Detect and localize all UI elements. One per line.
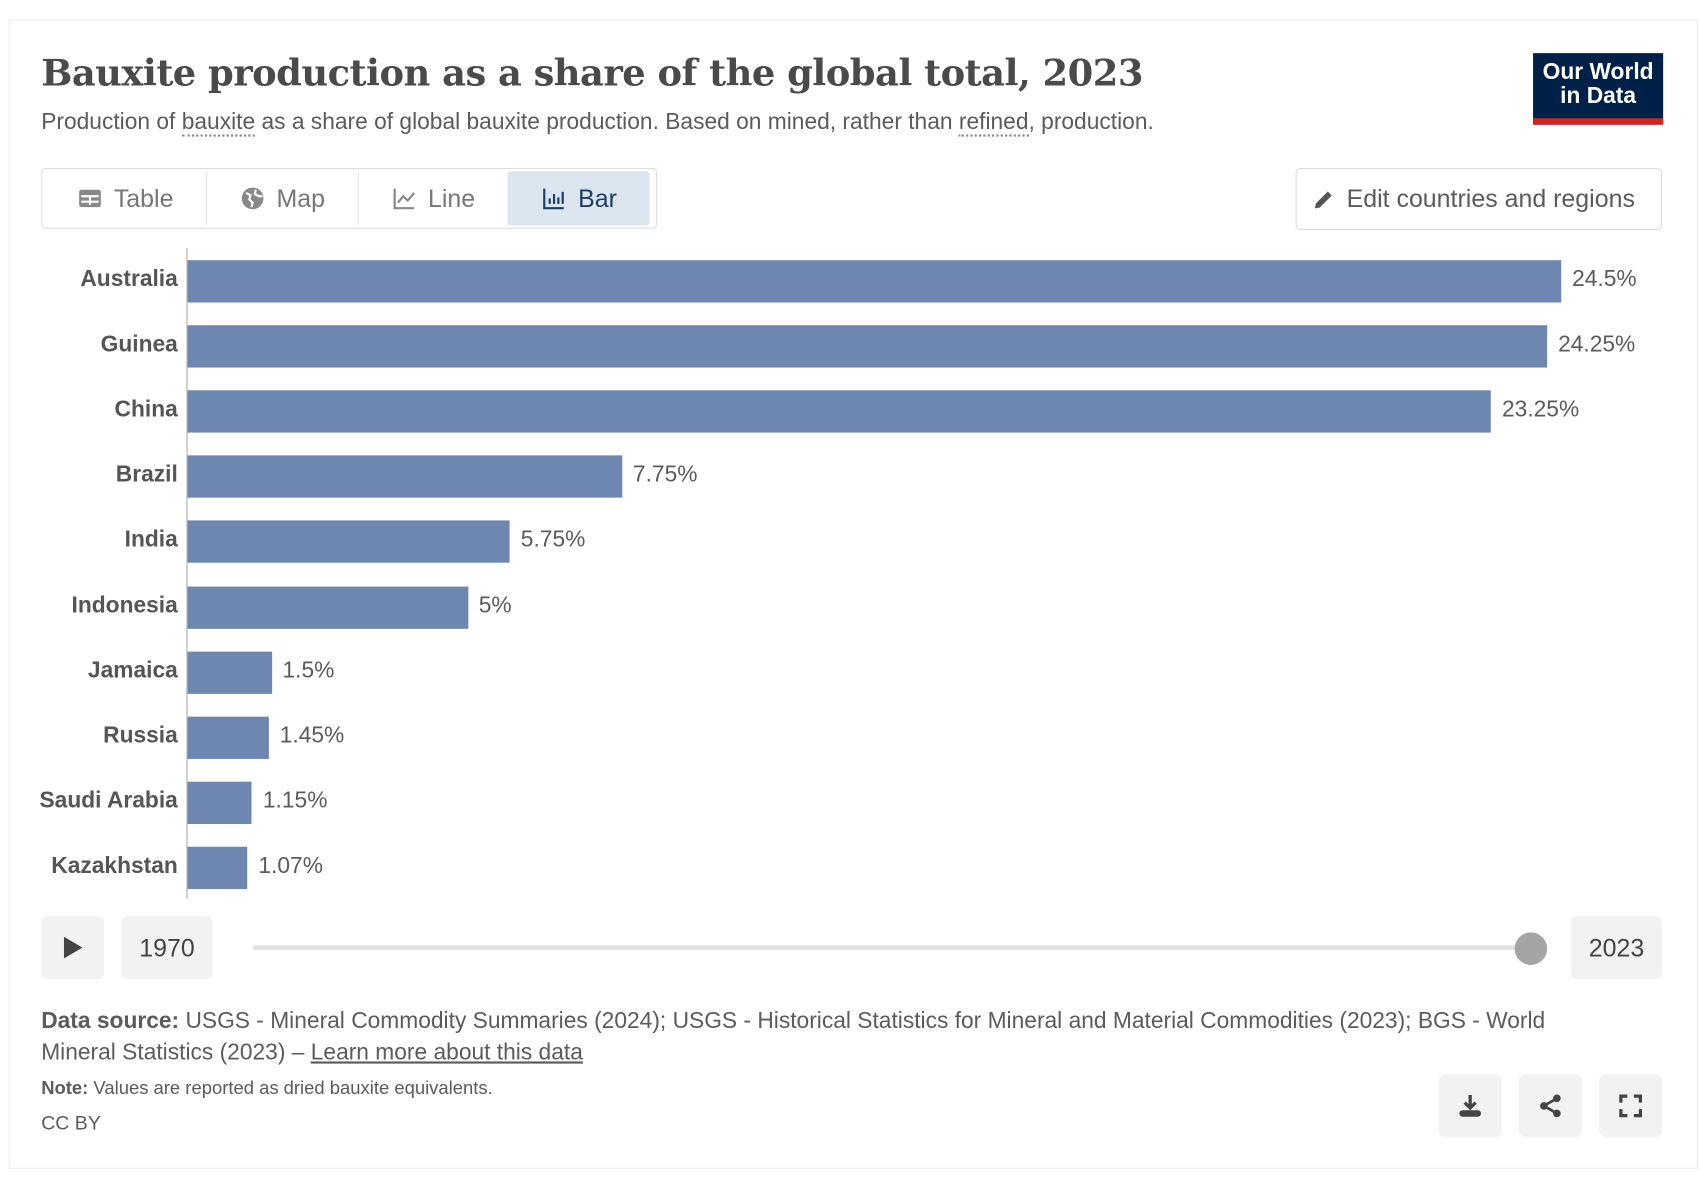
tab-line[interactable]: Line	[359, 171, 509, 226]
play-button[interactable]	[41, 916, 105, 980]
line-chart-icon	[393, 188, 415, 210]
bar-guinea[interactable]	[187, 325, 1548, 368]
source-label: Data source:	[41, 1008, 180, 1034]
bar-australia[interactable]	[187, 260, 1562, 303]
note: Note: Values are reported as dried bauxi…	[41, 1078, 493, 1100]
value-label: 24.25%	[1558, 331, 1636, 357]
fullscreen-button[interactable]	[1599, 1074, 1663, 1138]
globe-icon	[241, 187, 264, 210]
subtitle-text: as a share of global bauxite production.…	[255, 109, 959, 135]
data-source: Data source: USGS - Mineral Commodity Su…	[41, 1005, 1581, 1068]
timeline-handle[interactable]	[1514, 932, 1548, 965]
license[interactable]: CC BY	[41, 1112, 101, 1135]
bar-chart-icon	[543, 188, 565, 210]
edit-button-label: Edit countries and regions	[1346, 184, 1635, 213]
download-icon	[1459, 1095, 1482, 1117]
bar-chart: Australia 24.5% Guinea 24.25% China 23.25% Bra…	[39, 248, 1637, 899]
bar-jamaica[interactable]	[187, 651, 272, 694]
share-icon	[1540, 1094, 1561, 1118]
bar-saudi-arabia[interactable]	[187, 781, 253, 824]
subtitle-text: , production.	[1028, 109, 1154, 135]
value-label: 5%	[478, 592, 512, 618]
note-label: Note:	[41, 1077, 89, 1099]
refined-definition-link[interactable]: refined	[958, 109, 1029, 137]
value-label: 1.5%	[282, 657, 335, 683]
share-button[interactable]	[1518, 1074, 1582, 1138]
play-icon	[63, 936, 83, 959]
timeline-slider[interactable]	[252, 945, 1532, 950]
source-text: USGS - Mineral Commodity Summaries (2024…	[41, 1008, 1546, 1065]
logo-text: Our World	[1542, 59, 1654, 85]
chart-title: Bauxite production as a share of the glo…	[41, 52, 1143, 96]
owid-logo[interactable]: Our World in Data	[1533, 53, 1664, 125]
category-label: China	[114, 397, 178, 422]
bauxite-definition-link[interactable]: bauxite	[181, 109, 256, 137]
category-label: Guinea	[100, 331, 178, 357]
value-label: 7.75%	[632, 462, 698, 488]
tab-map[interactable]: Map	[207, 171, 359, 226]
category-label: Indonesia	[71, 592, 178, 618]
edit-countries-button[interactable]: Edit countries and regions	[1295, 168, 1663, 230]
end-year-button[interactable]: 2023	[1571, 916, 1663, 980]
tab-bar[interactable]: Bar	[508, 171, 650, 226]
pencil-icon	[1314, 190, 1332, 208]
tab-label: Line	[427, 183, 476, 212]
download-button[interactable]	[1438, 1074, 1502, 1138]
learn-more-link[interactable]: Learn more about this data	[310, 1039, 583, 1065]
value-label: 5.75%	[520, 527, 586, 553]
category-label: Russia	[103, 722, 178, 748]
bar-india[interactable]	[187, 520, 510, 564]
bar-kazakhstan[interactable]	[187, 846, 248, 889]
bar-brazil[interactable]	[187, 455, 623, 498]
value-label: 1.07%	[258, 853, 323, 879]
tab-label: Table	[113, 183, 174, 212]
y-axis-line	[186, 248, 188, 899]
tab-label: Bar	[578, 183, 617, 212]
tab-label: Map	[276, 183, 325, 212]
category-label: India	[124, 527, 178, 553]
logo-text: in Data	[1560, 83, 1637, 109]
bar-russia[interactable]	[187, 716, 269, 759]
view-tabs: Table Map Line Bar	[41, 168, 658, 229]
subtitle-text: Production of	[41, 109, 182, 135]
bar-china[interactable]	[187, 390, 1492, 433]
value-label: 23.25%	[1501, 397, 1580, 422]
bar-indonesia[interactable]	[187, 586, 468, 629]
value-label: 1.15%	[262, 787, 328, 813]
category-label: Kazakhstan	[51, 853, 178, 879]
table-icon	[79, 189, 101, 208]
category-label: Australia	[80, 266, 178, 292]
category-label: Saudi Arabia	[39, 787, 178, 813]
chart-subtitle: Production of bauxite as a share of glob…	[41, 109, 1154, 137]
value-label: 1.45%	[279, 722, 345, 748]
fullscreen-icon	[1619, 1094, 1643, 1118]
category-label: Jamaica	[87, 657, 178, 683]
tab-table[interactable]: Table	[44, 171, 208, 226]
start-year-button[interactable]: 1970	[121, 916, 213, 980]
note-text: Values are reported as dried bauxite equ…	[88, 1077, 493, 1099]
category-label: Brazil	[115, 462, 178, 488]
value-label: 24.5%	[1572, 266, 1637, 292]
